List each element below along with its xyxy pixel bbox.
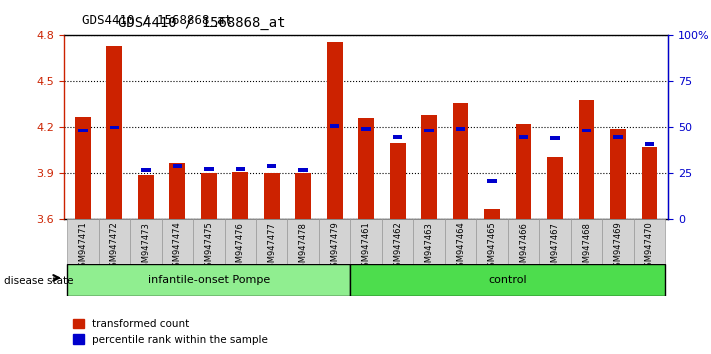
- FancyBboxPatch shape: [225, 219, 256, 264]
- FancyBboxPatch shape: [445, 219, 476, 264]
- Bar: [614, 135, 623, 138]
- Text: GDS4410 / 1568868_at: GDS4410 / 1568868_at: [82, 13, 232, 26]
- Bar: [173, 164, 182, 168]
- Text: GSM947465: GSM947465: [488, 222, 496, 273]
- Bar: [547, 156, 563, 219]
- Text: GSM947466: GSM947466: [519, 222, 528, 273]
- Bar: [107, 46, 122, 219]
- Bar: [141, 169, 151, 172]
- FancyBboxPatch shape: [193, 219, 225, 264]
- Bar: [487, 179, 497, 183]
- Legend: transformed count, percentile rank within the sample: transformed count, percentile rank withi…: [69, 315, 272, 349]
- FancyBboxPatch shape: [287, 219, 319, 264]
- Text: GSM947476: GSM947476: [236, 222, 245, 273]
- Bar: [330, 124, 339, 128]
- Bar: [579, 100, 594, 219]
- Bar: [299, 169, 308, 172]
- Bar: [582, 129, 592, 132]
- Bar: [204, 167, 213, 171]
- Bar: [169, 163, 185, 219]
- Text: GSM947469: GSM947469: [614, 222, 622, 273]
- Text: GSM947467: GSM947467: [550, 222, 560, 273]
- Bar: [327, 41, 343, 219]
- Bar: [456, 127, 465, 131]
- Text: GSM947468: GSM947468: [582, 222, 591, 273]
- Text: control: control: [488, 275, 527, 285]
- FancyBboxPatch shape: [634, 219, 665, 264]
- FancyBboxPatch shape: [602, 219, 634, 264]
- Bar: [267, 164, 277, 168]
- Bar: [610, 129, 626, 219]
- FancyBboxPatch shape: [476, 219, 508, 264]
- Bar: [138, 175, 154, 219]
- Text: GSM947470: GSM947470: [645, 222, 654, 273]
- Bar: [351, 264, 665, 296]
- Text: GSM947473: GSM947473: [141, 222, 150, 273]
- FancyBboxPatch shape: [319, 219, 351, 264]
- FancyBboxPatch shape: [99, 219, 130, 264]
- FancyBboxPatch shape: [508, 219, 539, 264]
- Bar: [67, 264, 351, 296]
- FancyBboxPatch shape: [67, 219, 99, 264]
- Text: GSM947479: GSM947479: [330, 222, 339, 273]
- Bar: [550, 136, 560, 140]
- Text: GSM947471: GSM947471: [78, 222, 87, 273]
- FancyBboxPatch shape: [539, 219, 571, 264]
- Text: GSM947463: GSM947463: [424, 222, 434, 273]
- Text: GSM947477: GSM947477: [267, 222, 277, 273]
- Text: GDS4410 / 1568868_at: GDS4410 / 1568868_at: [118, 16, 286, 30]
- Bar: [361, 127, 371, 131]
- Bar: [641, 147, 658, 219]
- Text: GSM947472: GSM947472: [110, 222, 119, 273]
- FancyBboxPatch shape: [351, 219, 382, 264]
- Bar: [453, 103, 469, 219]
- Bar: [235, 167, 245, 171]
- Bar: [358, 118, 374, 219]
- FancyBboxPatch shape: [382, 219, 413, 264]
- Bar: [295, 173, 311, 219]
- Bar: [421, 115, 437, 219]
- Bar: [484, 209, 500, 219]
- Bar: [78, 129, 87, 132]
- Bar: [264, 173, 279, 219]
- Text: GSM947464: GSM947464: [456, 222, 465, 273]
- FancyBboxPatch shape: [161, 219, 193, 264]
- Text: infantile-onset Pompe: infantile-onset Pompe: [148, 275, 270, 285]
- Text: disease state: disease state: [4, 276, 73, 286]
- Bar: [232, 172, 248, 219]
- Bar: [424, 129, 434, 132]
- Bar: [645, 142, 654, 146]
- Bar: [519, 135, 528, 138]
- Bar: [201, 173, 217, 219]
- FancyBboxPatch shape: [256, 219, 287, 264]
- Text: GSM947461: GSM947461: [362, 222, 370, 273]
- Text: GSM947475: GSM947475: [204, 222, 213, 273]
- Bar: [75, 117, 91, 219]
- Text: GSM947462: GSM947462: [393, 222, 402, 273]
- FancyBboxPatch shape: [413, 219, 445, 264]
- Bar: [515, 124, 531, 219]
- FancyBboxPatch shape: [130, 219, 161, 264]
- FancyBboxPatch shape: [571, 219, 602, 264]
- Bar: [109, 126, 119, 129]
- Text: GSM947478: GSM947478: [299, 222, 308, 273]
- Bar: [393, 135, 402, 138]
- Text: GSM947474: GSM947474: [173, 222, 182, 273]
- Bar: [390, 143, 405, 219]
